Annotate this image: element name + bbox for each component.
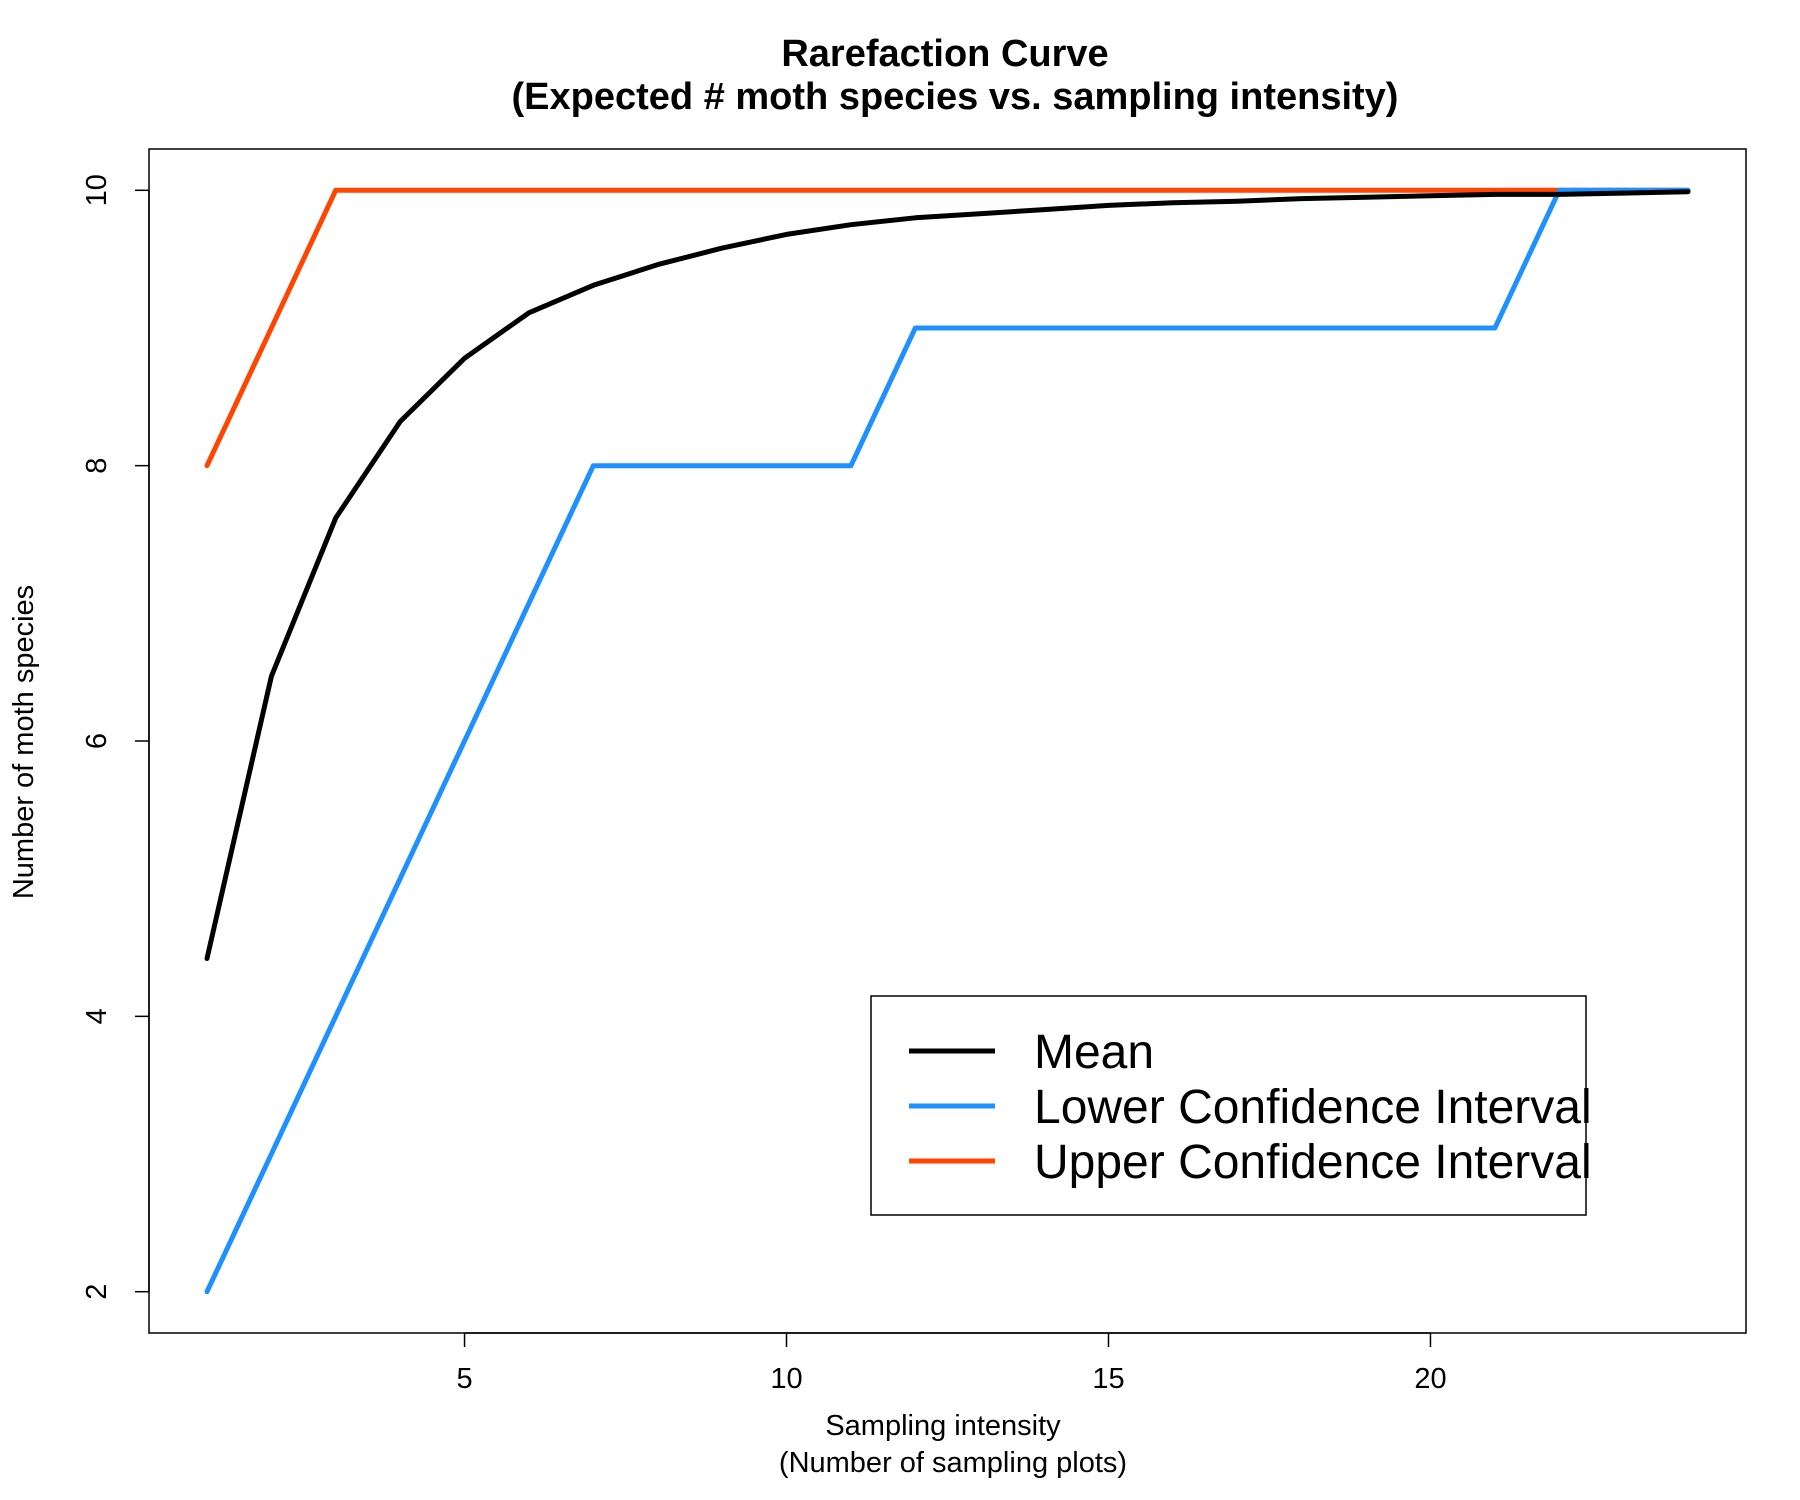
legend-label-mean: Mean (1034, 1026, 1154, 1079)
x-axis: 5 10 15 20 (456, 1332, 1447, 1395)
y-axis-label: Number of moth species (8, 585, 40, 899)
chart-subtitle: (Expected # moth species vs. sampling in… (512, 76, 1399, 118)
x-axis-label-2: (Number of sampling plots) (779, 1447, 1127, 1479)
legend-label-lower-ci: Lower Confidence Interval (1034, 1081, 1592, 1134)
y-axis: 2 4 6 8 10 (81, 174, 150, 1300)
y-tick-label: 2 (81, 1284, 113, 1300)
y-tick-label: 10 (81, 174, 113, 206)
y-tick-label: 6 (81, 733, 113, 749)
series-line-upper-ci (204, 187, 1691, 469)
series-line-mean (204, 189, 1691, 961)
x-tick-label: 15 (1092, 1363, 1124, 1395)
x-tick-label: 10 (770, 1363, 802, 1395)
legend: Mean Lower Confidence Interval Upper Con… (870, 995, 1592, 1216)
y-tick-label: 4 (81, 1008, 113, 1024)
x-tick-label: 5 (456, 1363, 472, 1395)
series-group (204, 187, 1691, 1295)
series-line-lower-ci (204, 187, 1691, 1295)
legend-label-upper-ci: Upper Confidence Interval (1034, 1136, 1592, 1189)
x-axis-label: Sampling intensity (825, 1410, 1061, 1442)
chart-title: Rarefaction Curve (781, 33, 1108, 75)
y-tick-label: 8 (81, 458, 113, 474)
x-tick-label: 20 (1414, 1363, 1446, 1395)
